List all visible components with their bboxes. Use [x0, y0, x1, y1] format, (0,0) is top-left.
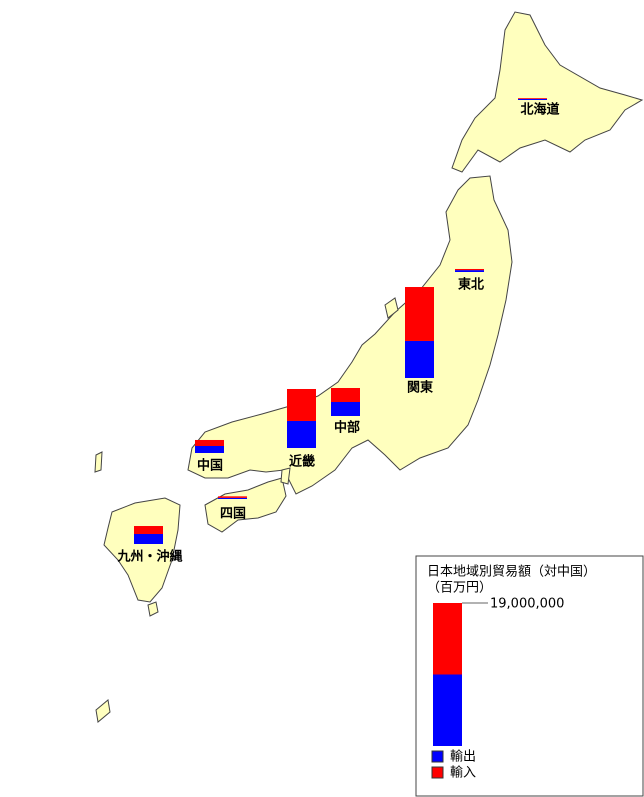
legend-unit: （百万円）	[427, 581, 492, 596]
region-label: 九州・沖縄	[116, 549, 182, 565]
legend-export	[433, 674, 462, 746]
import-bar	[331, 388, 360, 403]
region-label: 東北	[458, 277, 484, 293]
export-bar	[195, 446, 224, 453]
legend-item: 輸入	[450, 766, 476, 781]
bars	[134, 98, 547, 544]
region-label: 中部	[334, 420, 360, 436]
sado	[384, 297, 399, 319]
region-label: 四国	[220, 507, 246, 522]
land	[94, 11, 644, 723]
tsushima	[94, 451, 103, 473]
export-bar	[134, 533, 163, 544]
okinawa	[95, 699, 111, 723]
awaji	[280, 467, 291, 485]
import-bar	[134, 526, 163, 534]
region-label: 近畿	[289, 454, 315, 470]
legend-title: 日本地域別貿易額（対中国）	[427, 565, 596, 580]
legend-swatch	[431, 766, 444, 779]
legend-swatch	[431, 750, 444, 763]
import-bar	[405, 287, 434, 341]
import-bar	[218, 496, 247, 498]
import-bar	[455, 268, 484, 271]
hokkaido	[451, 11, 644, 173]
region-label: 北海道	[520, 102, 559, 118]
export-bar	[518, 98, 547, 100]
export-bar	[287, 420, 316, 448]
shikoku	[204, 477, 287, 533]
legend-item: 輸出	[450, 750, 476, 765]
legend-scale-label: 19,000,000	[490, 597, 564, 612]
import-bar	[195, 439, 224, 447]
islands	[147, 601, 159, 617]
honshu	[187, 175, 513, 495]
import-bar	[518, 98, 547, 99]
export-bar	[218, 497, 247, 499]
region-label: 中国	[197, 458, 223, 474]
export-bar	[405, 340, 434, 378]
legend-import	[433, 603, 462, 675]
export-bar	[331, 402, 360, 416]
export-bar	[455, 270, 484, 272]
kyushu	[103, 497, 181, 603]
import-bar	[287, 388, 316, 421]
region-label: 関東	[407, 380, 433, 396]
